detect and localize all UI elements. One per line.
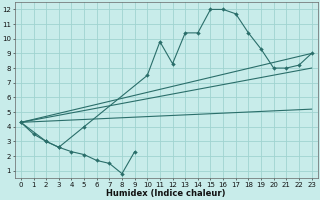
X-axis label: Humidex (Indice chaleur): Humidex (Indice chaleur) <box>107 189 226 198</box>
